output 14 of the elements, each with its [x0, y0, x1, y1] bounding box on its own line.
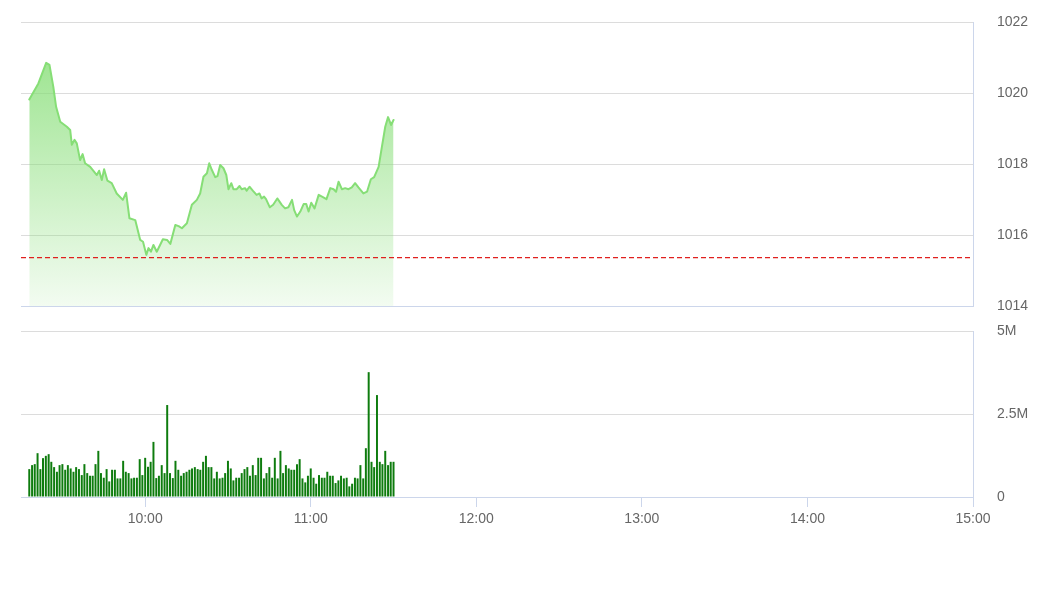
y-tick-label: 1020 [997, 83, 1029, 100]
y-tick-label: 1014 [997, 296, 1029, 313]
x-tick-label: 15:00 [955, 510, 991, 527]
y-tick-label: 1016 [997, 225, 1029, 242]
x-tick-label: 12:00 [458, 510, 495, 527]
x-tick-label: 14:00 [789, 510, 826, 527]
x-tick-label: 11:00 [293, 510, 328, 527]
y-tick-label: 0 [997, 487, 1005, 504]
y-tick-label: 1022 [997, 12, 1029, 29]
y-tick-label: 2.5M [997, 404, 1029, 421]
x-tick-label: 13:00 [624, 510, 660, 527]
y-tick-label: 5M [997, 321, 1017, 338]
y-tick-label: 1018 [997, 154, 1029, 171]
x-tick-label: 10:00 [127, 510, 163, 527]
